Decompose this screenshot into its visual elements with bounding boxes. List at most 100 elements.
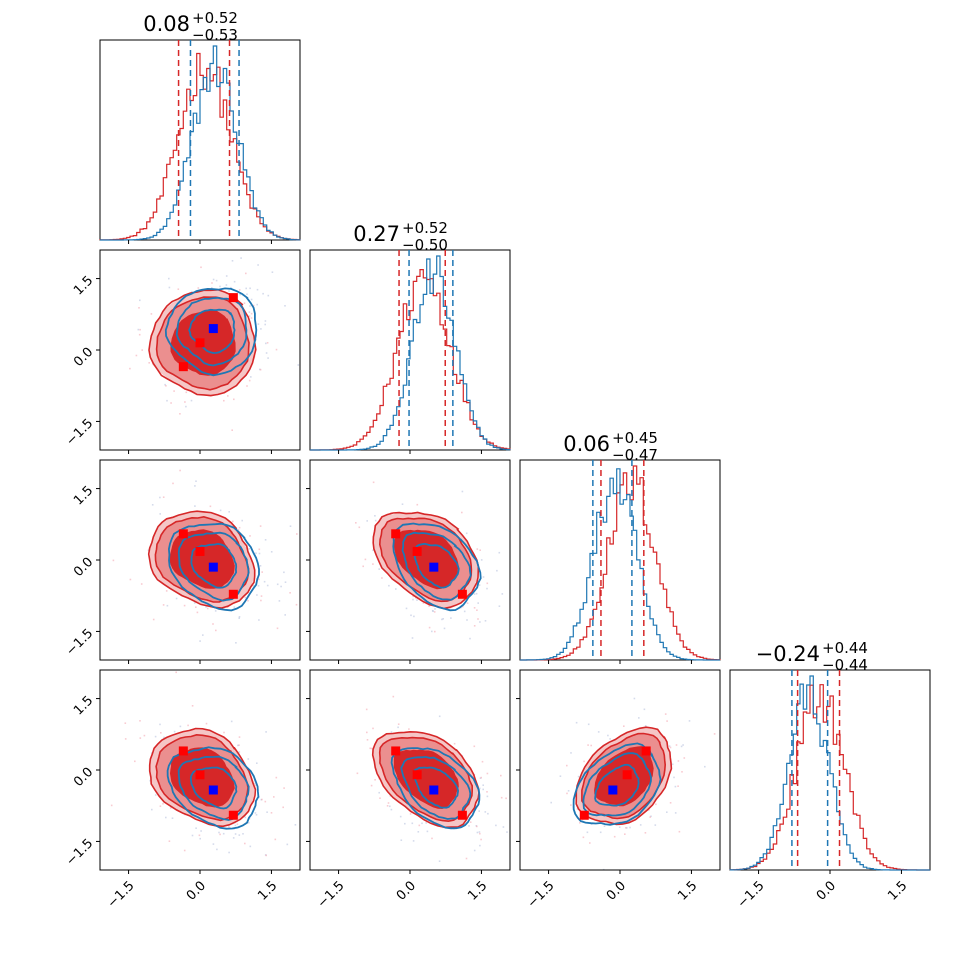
scatter-point: [238, 289, 241, 291]
scatter-point: [372, 563, 374, 565]
scatter-point: [238, 616, 241, 618]
pair-content-4-2: [356, 695, 508, 862]
scatter-point: [284, 305, 286, 307]
scatter-point: [191, 290, 193, 293]
scatter-point: [276, 627, 279, 630]
scatter-point: [198, 834, 201, 837]
title-upper-2: +0.52: [402, 219, 448, 237]
scatter-point: [374, 515, 376, 517]
scatter-point: [465, 857, 468, 860]
scatter-point: [669, 746, 672, 749]
scatter-point: [165, 816, 167, 819]
scatter-point: [223, 399, 225, 402]
scatter-point: [577, 775, 580, 778]
scatter-point: [280, 585, 282, 588]
scatter-point: [566, 792, 568, 795]
scatter-point: [426, 830, 429, 833]
scatter-point: [416, 503, 419, 506]
red-marker-3: [228, 589, 238, 599]
scatter-point: [248, 379, 251, 382]
scatter-point: [404, 822, 406, 825]
scatter-point: [139, 720, 141, 722]
scatter-point: [256, 303, 258, 306]
scatter-point: [480, 559, 483, 561]
scatter-point: [480, 838, 482, 841]
scatter-point: [223, 731, 225, 734]
scatter-point: [581, 819, 584, 821]
scatter-point: [397, 726, 399, 729]
scatter-point: [372, 481, 375, 484]
scatter-point: [677, 760, 680, 762]
scatter-point: [388, 584, 390, 587]
scatter-point: [590, 823, 593, 825]
scatter-point: [124, 738, 127, 740]
pair-content-4-1: [110, 671, 297, 857]
scatter-point: [275, 776, 278, 779]
scatter-point: [165, 590, 168, 592]
scatter-point: [576, 808, 579, 810]
pair-panel-4-3: [516, 669, 721, 874]
scatter-point: [278, 600, 281, 602]
scatter-point: [141, 349, 143, 351]
blue-contour-outer: [166, 746, 260, 830]
histogram-blue-4: [729, 675, 930, 871]
scatter-point: [283, 787, 285, 789]
scatter-point: [154, 735, 157, 738]
scatter-point: [389, 805, 391, 808]
scatter-point: [183, 849, 186, 852]
scatter-point: [179, 469, 181, 472]
scatter-point: [166, 604, 169, 607]
title-upper-4: +0.44: [822, 639, 868, 657]
scatter-point: [421, 822, 423, 825]
scatter-point: [381, 577, 383, 579]
scatter-point: [139, 328, 141, 331]
scatter-point: [408, 728, 410, 730]
scatter-point: [589, 842, 591, 844]
scatter-point: [219, 285, 221, 288]
scatter-point: [249, 535, 251, 537]
scatter-point: [678, 830, 681, 833]
scatter-point: [147, 549, 150, 551]
scatter-point: [261, 571, 263, 573]
scatter-point: [222, 832, 225, 835]
histogram-blue-2: [310, 255, 511, 451]
scatter-point: [296, 533, 298, 535]
scatter-point: [241, 519, 243, 522]
scatter-point: [233, 606, 236, 608]
scatter-point: [168, 840, 171, 842]
scatter-point: [214, 610, 217, 612]
scatter-point: [185, 405, 187, 408]
scatter-point: [374, 779, 376, 781]
scatter-point: [366, 731, 368, 734]
scatter-point: [246, 293, 248, 295]
scatter-point: [255, 552, 257, 554]
red-contour-line-outer: [148, 727, 257, 828]
red-marker-2: [195, 546, 205, 556]
scatter-point: [602, 868, 605, 870]
scatter-point: [671, 763, 674, 766]
scatter-point: [677, 785, 679, 787]
blue-contour-inner: [594, 763, 640, 807]
scatter-point: [238, 736, 241, 738]
blue-marker: [429, 785, 439, 795]
scatter-point: [225, 275, 228, 277]
scatter-point: [271, 271, 274, 273]
scatter-point: [498, 551, 501, 554]
panel-title-4: −0.24 +0.44−0.44: [756, 639, 868, 674]
scatter-point: [664, 713, 667, 715]
scatter-point: [477, 602, 479, 604]
scatter-point: [228, 511, 230, 513]
scatter-point: [289, 525, 292, 527]
blue-marker: [208, 785, 218, 795]
scatter-point: [218, 831, 220, 834]
scatter-point: [168, 277, 170, 280]
scatter-point: [411, 637, 414, 639]
scatter-point: [256, 762, 258, 764]
scatter-point: [265, 731, 267, 733]
scatter-point: [199, 640, 201, 642]
pair-content-4-3: [550, 697, 716, 870]
scatter-point: [370, 784, 373, 787]
scatter-point: [264, 800, 267, 803]
scatter-point: [199, 837, 201, 840]
scatter-point: [484, 620, 487, 622]
